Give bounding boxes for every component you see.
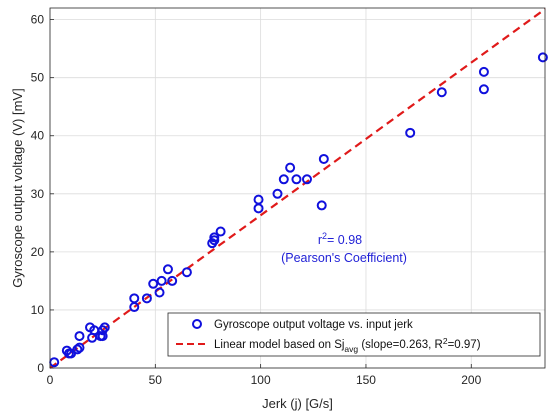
legend-line-superscript: 2: [443, 336, 448, 346]
y-tick-label: 60: [31, 13, 45, 27]
data-point: [278, 174, 289, 185]
data-point: [253, 203, 264, 214]
legend-line-subscript: avg: [344, 344, 358, 354]
data-point: [154, 287, 165, 298]
data-point: [209, 232, 220, 243]
legend-line-prefix: Linear model based on Sj: [214, 339, 344, 351]
data-point: [74, 342, 85, 353]
data-point: [301, 174, 312, 185]
data-point: [148, 278, 159, 289]
r-squared-symbol: r: [318, 233, 322, 247]
x-tick-label: 50: [149, 373, 163, 387]
y-tick-label: 20: [31, 245, 45, 259]
legend-box: [167, 312, 541, 357]
y-tick-label: 30: [31, 187, 45, 201]
data-point: [405, 127, 416, 138]
legend-line-middle: (slope=0.263, R: [358, 339, 443, 351]
data-point: [215, 226, 226, 237]
data-point: [285, 162, 296, 173]
data-point: [318, 153, 329, 164]
data-point: [181, 267, 192, 278]
data-point: [72, 344, 83, 355]
y-tick-label: 0: [37, 361, 44, 375]
legend-label-line: Linear model based on Sjavg (slope=0.263…: [214, 336, 481, 354]
regression-line: [49, 8, 546, 369]
pearson-annotation: (Pearson's Coefficient): [281, 251, 407, 265]
r-squared-value: = 0.98: [327, 233, 362, 247]
y-axis-title: Gyroscope output voltage (V) [mV]: [10, 88, 25, 287]
y-tick-label: 50: [31, 71, 45, 85]
data-point: [253, 194, 264, 205]
x-axis-title: Jerk (j) [G/s]: [262, 396, 333, 411]
data-point: [291, 174, 302, 185]
data-points: [49, 52, 548, 368]
data-point: [272, 188, 283, 199]
data-point: [478, 84, 489, 95]
x-tick-label: 150: [356, 373, 376, 387]
data-point: [141, 293, 152, 304]
data-point: [162, 264, 173, 275]
data-point: [99, 322, 110, 333]
data-point: [537, 52, 548, 63]
legend-marker-scatter: [192, 319, 202, 329]
axis-ticks: 0 50 100 150 200 0 10 20 30 40 50 60: [31, 13, 482, 387]
legend-line-suffix: =0.97): [448, 339, 481, 351]
r-squared-annotation: r2= 0.98: [318, 231, 362, 247]
data-point: [316, 200, 327, 211]
regression-line-layer: [49, 8, 546, 369]
data-point: [97, 331, 108, 342]
x-tick-label: 100: [251, 373, 271, 387]
r-squared-exponent: 2: [322, 231, 327, 241]
legend: Gyroscope output voltage vs. input jerk …: [167, 312, 541, 357]
data-point: [156, 275, 167, 286]
y-tick-label: 40: [31, 129, 45, 143]
x-tick-label: 200: [461, 373, 481, 387]
legend-label-scatter: Gyroscope output voltage vs. input jerk: [214, 319, 413, 331]
data-point: [478, 66, 489, 77]
data-point: [74, 331, 85, 342]
plot-frame: [49, 7, 546, 369]
y-tick-label: 10: [31, 303, 45, 317]
data-point: [129, 293, 140, 304]
x-tick-label: 0: [47, 373, 54, 387]
data-point: [436, 87, 447, 98]
data-point: [167, 275, 178, 286]
